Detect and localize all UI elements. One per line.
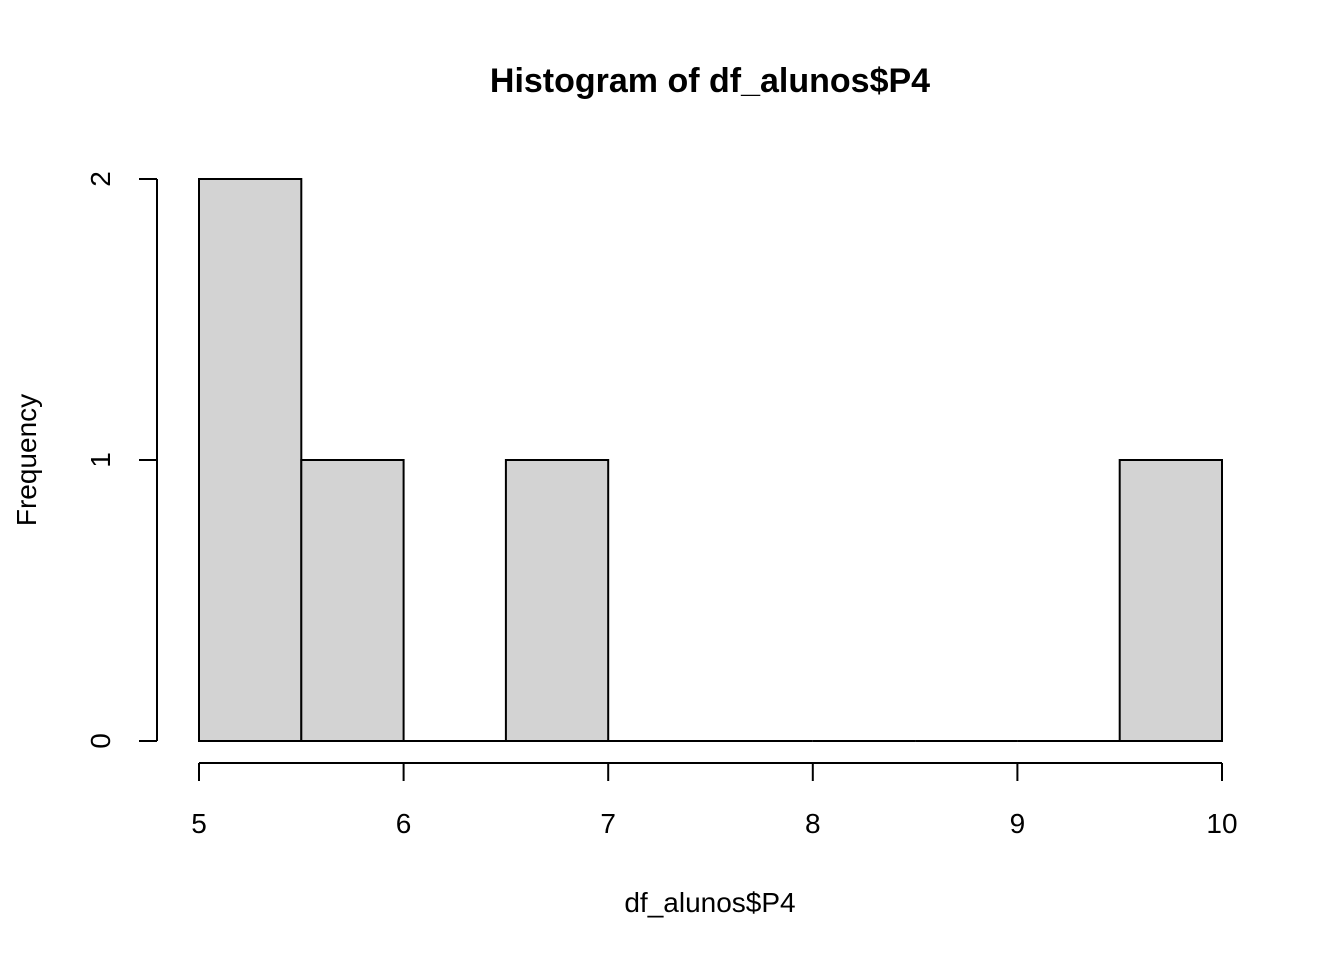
bars-group — [198, 178, 1223, 742]
y-axis: 0 1 2 — [85, 171, 158, 749]
histogram-bar — [1118, 459, 1223, 742]
histogram-bar — [300, 459, 405, 742]
x-tick-label: 10 — [1206, 808, 1237, 839]
histogram-bar — [198, 178, 303, 742]
y-axis-label: Frequency — [11, 394, 42, 526]
x-tick-label: 5 — [191, 808, 207, 839]
y-tick-label: 1 — [85, 452, 116, 468]
x-tick-label: 6 — [396, 808, 412, 839]
x-tick-label: 9 — [1010, 808, 1026, 839]
x-axis: 5 6 7 8 9 10 — [191, 762, 1238, 839]
chart-title: Histogram of df_alunos$P4 — [490, 62, 930, 100]
histogram-bar — [504, 459, 610, 742]
x-axis-label: df_alunos$P4 — [624, 887, 795, 918]
y-tick-label: 0 — [85, 733, 116, 749]
x-tick-label: 7 — [600, 808, 616, 839]
y-tick-label: 2 — [85, 171, 116, 187]
x-tick-label: 8 — [805, 808, 821, 839]
